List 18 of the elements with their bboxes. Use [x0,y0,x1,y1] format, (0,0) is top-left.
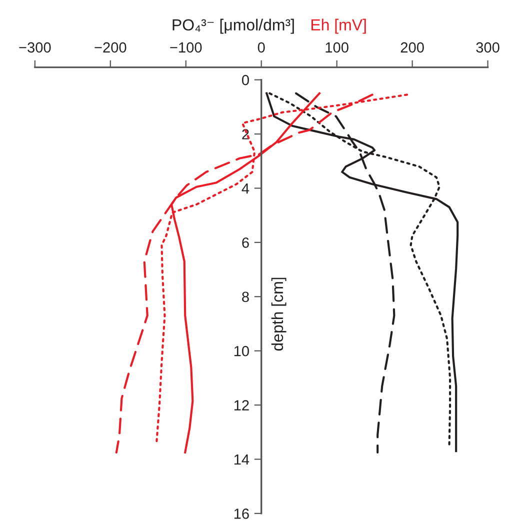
y-tick-label: 4 [242,183,250,194]
x-tick-label: 200 [400,42,424,53]
text: Eh [mV] [311,18,366,34]
x-tick-label: −300 [19,42,51,53]
x-tick-label: 300 [476,42,500,53]
y-tick-label: 16 [234,508,249,519]
x-axis-title: PO₄³⁻ [μmol/dm³] [172,18,294,34]
y-tick-label: 8 [242,292,249,302]
x-tick-label: −100 [170,42,202,53]
x-tick-label: −200 [94,42,126,53]
y-tick-label: 0 [242,74,249,86]
y-tick-label: 6 [242,238,249,248]
y-tick-label: 12 [234,400,249,410]
y-axis-title: depth [cm] [271,278,286,351]
x-tick-label: 0 [258,42,265,53]
x-tick-label: 100 [326,42,348,53]
y-tick-label: 10 [234,346,249,356]
y-tick-label: 14 [234,454,250,465]
